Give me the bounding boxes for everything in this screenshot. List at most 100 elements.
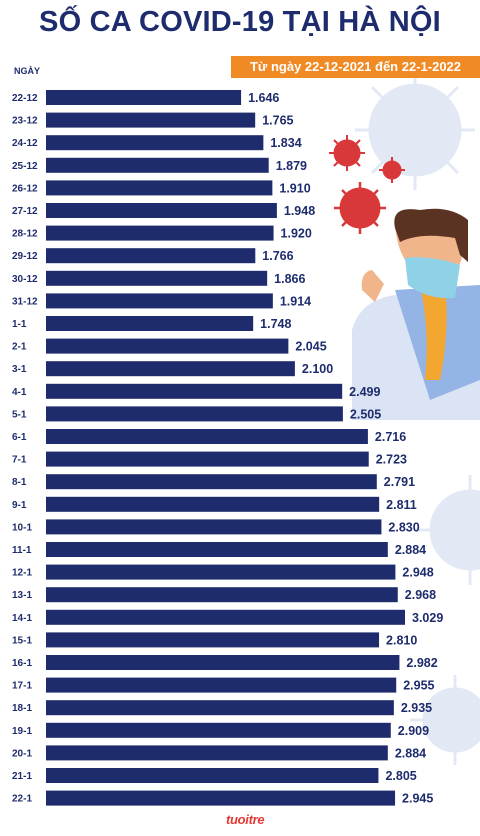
- value-label: 2.909: [398, 724, 429, 738]
- category-label: 5-1: [12, 409, 27, 420]
- bar: [46, 655, 400, 670]
- bar: [46, 406, 343, 422]
- category-label: 13-1: [12, 590, 32, 601]
- bar: [46, 474, 377, 490]
- value-label: 3.029: [412, 611, 443, 625]
- bar: [46, 429, 368, 444]
- category-label: 15-1: [12, 635, 32, 646]
- bar: [46, 270, 268, 286]
- virus-icon: [334, 182, 386, 234]
- bar: [46, 745, 388, 761]
- bar: [46, 700, 394, 716]
- category-label: 8-1: [12, 477, 27, 488]
- value-label: 1.766: [262, 249, 293, 263]
- value-label: 1.834: [270, 136, 301, 150]
- value-label: 2.499: [349, 385, 380, 399]
- category-label: 24-12: [12, 138, 38, 149]
- category-label: 26-12: [12, 183, 38, 194]
- bar: [46, 338, 289, 354]
- date-range-subtitle: Từ ngày 22-12-2021 đến 22-1-2022: [231, 56, 480, 78]
- bar: [46, 768, 379, 783]
- value-label: 2.830: [388, 520, 419, 534]
- category-label: 3-1: [12, 364, 27, 375]
- value-label: 2.968: [405, 588, 436, 602]
- value-label: 2.100: [302, 362, 333, 376]
- category-label: 18-1: [12, 703, 32, 714]
- value-label: 2.791: [384, 475, 415, 489]
- value-label: 2.811: [386, 498, 417, 512]
- value-label: 1.920: [281, 227, 312, 241]
- virus-icon: [379, 157, 405, 183]
- bar: [46, 587, 398, 603]
- category-label: 23-12: [12, 116, 38, 127]
- value-label: 1.879: [276, 159, 307, 173]
- category-label: 30-12: [12, 274, 38, 285]
- value-label: 2.716: [375, 430, 406, 444]
- bar: [46, 790, 396, 806]
- bar: [46, 293, 273, 309]
- bar: [46, 361, 295, 377]
- value-label: 1.866: [274, 272, 305, 286]
- category-label: 14-1: [12, 613, 32, 624]
- bar: [46, 383, 343, 399]
- page-title: SỐ CA COVID-19 TẠI HÀ NỘI: [39, 6, 441, 38]
- value-label: 2.982: [406, 656, 437, 670]
- bar: [46, 609, 405, 625]
- category-label: 29-12: [12, 251, 38, 262]
- person-with-mask-illustration: [352, 208, 480, 420]
- value-label: 2.810: [386, 633, 417, 647]
- bar: [46, 316, 254, 331]
- category-label: 22-1: [12, 794, 32, 805]
- category-label: 19-1: [12, 726, 32, 737]
- category-label: 1-1: [12, 319, 27, 330]
- value-label: 2.805: [385, 769, 416, 783]
- value-label: 1.914: [280, 294, 311, 308]
- bar: [46, 180, 273, 196]
- category-label: 27-12: [12, 206, 38, 217]
- bar: [46, 225, 274, 241]
- value-label: 1.646: [248, 91, 279, 105]
- bar: [46, 135, 264, 151]
- tuoitre-logo: tuoitre: [226, 812, 265, 827]
- bar: [46, 451, 369, 467]
- category-label: 22-12: [12, 93, 38, 104]
- value-label: 2.723: [376, 453, 407, 467]
- value-label: 1.910: [279, 181, 310, 195]
- virus-icon: [410, 675, 480, 765]
- bar: [46, 722, 391, 738]
- category-label: 9-1: [12, 500, 27, 511]
- category-label: 28-12: [12, 229, 38, 240]
- value-label: 2.948: [402, 566, 433, 580]
- category-label: 10-1: [12, 522, 32, 533]
- bar: [46, 542, 388, 557]
- value-label: 1.748: [260, 317, 291, 331]
- category-label: 31-12: [12, 296, 38, 307]
- bar: [46, 519, 382, 535]
- bar: [46, 564, 396, 580]
- value-label: 1.948: [284, 204, 315, 218]
- category-label: 4-1: [12, 387, 27, 398]
- category-label: 6-1: [12, 432, 27, 443]
- category-label: 12-1: [12, 568, 32, 579]
- value-label: 2.045: [295, 340, 326, 354]
- virus-icon: [415, 475, 480, 585]
- bar: [46, 157, 269, 173]
- category-label: 16-1: [12, 658, 32, 669]
- bar: [46, 112, 256, 128]
- value-label: 2.945: [402, 792, 433, 806]
- virus-icon: [329, 135, 365, 171]
- virus-icon: [355, 70, 475, 190]
- category-label: 17-1: [12, 681, 32, 692]
- category-label: 25-12: [12, 161, 38, 172]
- value-label: 2.935: [401, 701, 432, 715]
- category-label: 2-1: [12, 342, 27, 353]
- bar: [46, 90, 242, 105]
- value-label: 2.884: [395, 543, 426, 557]
- bar: [46, 632, 380, 648]
- bar: [46, 248, 256, 264]
- bar: [46, 496, 380, 512]
- bar: [46, 677, 397, 693]
- value-label: 1.765: [262, 114, 293, 128]
- category-label: 21-1: [12, 771, 32, 782]
- category-label: 20-1: [12, 748, 32, 759]
